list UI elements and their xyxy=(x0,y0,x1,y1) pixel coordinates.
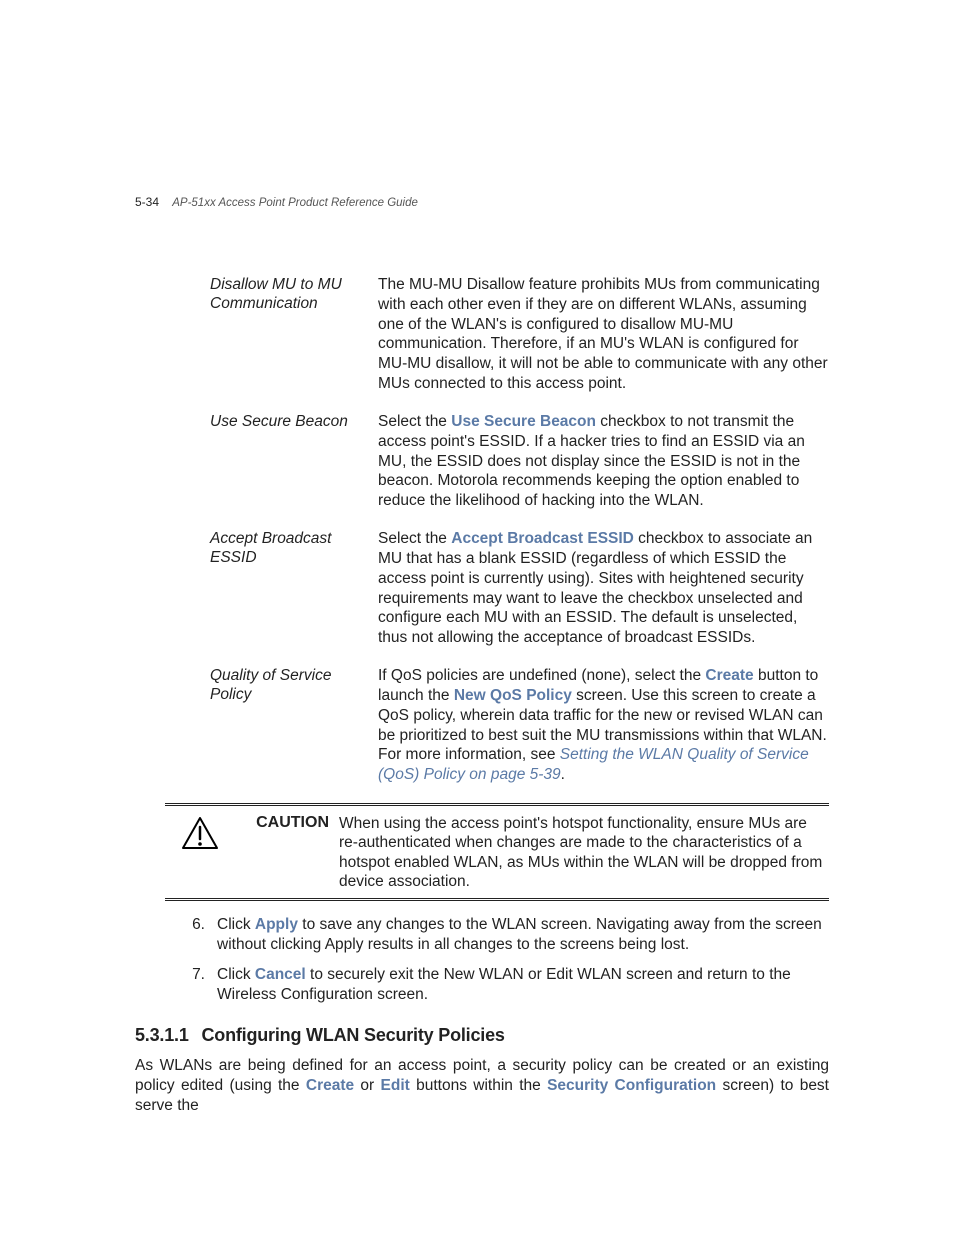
definition-row: Accept Broadcast ESSIDSelect the Accept … xyxy=(210,529,829,648)
definition-term: Disallow MU to MU Communication xyxy=(210,275,378,314)
emphasis-text: Security Configuration xyxy=(547,1077,716,1094)
page: 5-34 AP-51xx Access Point Product Refere… xyxy=(0,0,954,1235)
step-number: 6. xyxy=(170,915,217,955)
body-text: . xyxy=(561,766,565,783)
definition-term: Accept Broadcast ESSID xyxy=(210,529,378,568)
definition-description: If QoS policies are undefined (none), se… xyxy=(378,666,829,785)
definition-term: Use Secure Beacon xyxy=(210,412,378,431)
caution-text: When using the access point's hotspot fu… xyxy=(339,812,829,892)
emphasis-text: Edit xyxy=(381,1077,410,1094)
body-text: Click xyxy=(217,966,255,983)
caution-box: CAUTION When using the access point's ho… xyxy=(165,803,829,901)
body-text: buttons within the xyxy=(410,1077,547,1094)
step-list: 6.Click Apply to save any changes to the… xyxy=(170,915,829,1006)
emphasis-text: Apply xyxy=(255,916,298,933)
section-number: 5.3.1.1 xyxy=(135,1025,189,1045)
emphasis-text: Cancel xyxy=(255,966,306,983)
body-text: to save any changes to the WLAN screen. … xyxy=(217,916,822,953)
definition-table: Disallow MU to MU CommunicationThe MU-MU… xyxy=(210,275,829,785)
body-text: or xyxy=(354,1077,380,1094)
step-body: Click Apply to save any changes to the W… xyxy=(217,915,829,955)
content-area: Disallow MU to MU CommunicationThe MU-MU… xyxy=(135,275,829,1117)
caution-label: CAUTION xyxy=(235,812,339,832)
definition-row: Disallow MU to MU CommunicationThe MU-MU… xyxy=(210,275,829,394)
body-text: Select the xyxy=(378,413,451,430)
definition-description: Select the Use Secure Beacon checkbox to… xyxy=(378,412,829,511)
step-body: Click Cancel to securely exit the New WL… xyxy=(217,965,829,1005)
caution-icon xyxy=(165,812,235,855)
body-text: checkbox to associate an MU that has a b… xyxy=(378,530,812,646)
definition-description: Select the Accept Broadcast ESSID checkb… xyxy=(378,529,829,648)
section-heading: 5.3.1.1 Configuring WLAN Security Polici… xyxy=(135,1025,829,1046)
definition-term: Quality of Service Policy xyxy=(210,666,378,705)
step-number: 7. xyxy=(170,965,217,1005)
body-text: Select the xyxy=(378,530,451,547)
definition-row: Use Secure BeaconSelect the Use Secure B… xyxy=(210,412,829,511)
emphasis-text: New QoS Policy xyxy=(454,687,572,704)
emphasis-text: Accept Broadcast ESSID xyxy=(451,530,634,547)
definition-description: The MU-MU Disallow feature prohibits MUs… xyxy=(378,275,829,394)
step-item: 6.Click Apply to save any changes to the… xyxy=(170,915,829,955)
emphasis-text: Use Secure Beacon xyxy=(451,413,596,430)
page-number: 5-34 xyxy=(135,195,159,209)
body-text: If QoS policies are undefined (none), se… xyxy=(378,667,705,684)
body-text: Click xyxy=(217,916,255,933)
section-body: As WLANs are being defined for an access… xyxy=(135,1056,829,1116)
section-title: Configuring WLAN Security Policies xyxy=(201,1025,504,1045)
running-header: 5-34 AP-51xx Access Point Product Refere… xyxy=(135,195,418,209)
emphasis-text: Create xyxy=(705,667,753,684)
emphasis-text: Create xyxy=(306,1077,354,1094)
step-item: 7.Click Cancel to securely exit the New … xyxy=(170,965,829,1005)
definition-row: Quality of Service PolicyIf QoS policies… xyxy=(210,666,829,785)
body-text: The MU-MU Disallow feature prohibits MUs… xyxy=(378,276,828,392)
guide-title: AP-51xx Access Point Product Reference G… xyxy=(172,197,418,209)
